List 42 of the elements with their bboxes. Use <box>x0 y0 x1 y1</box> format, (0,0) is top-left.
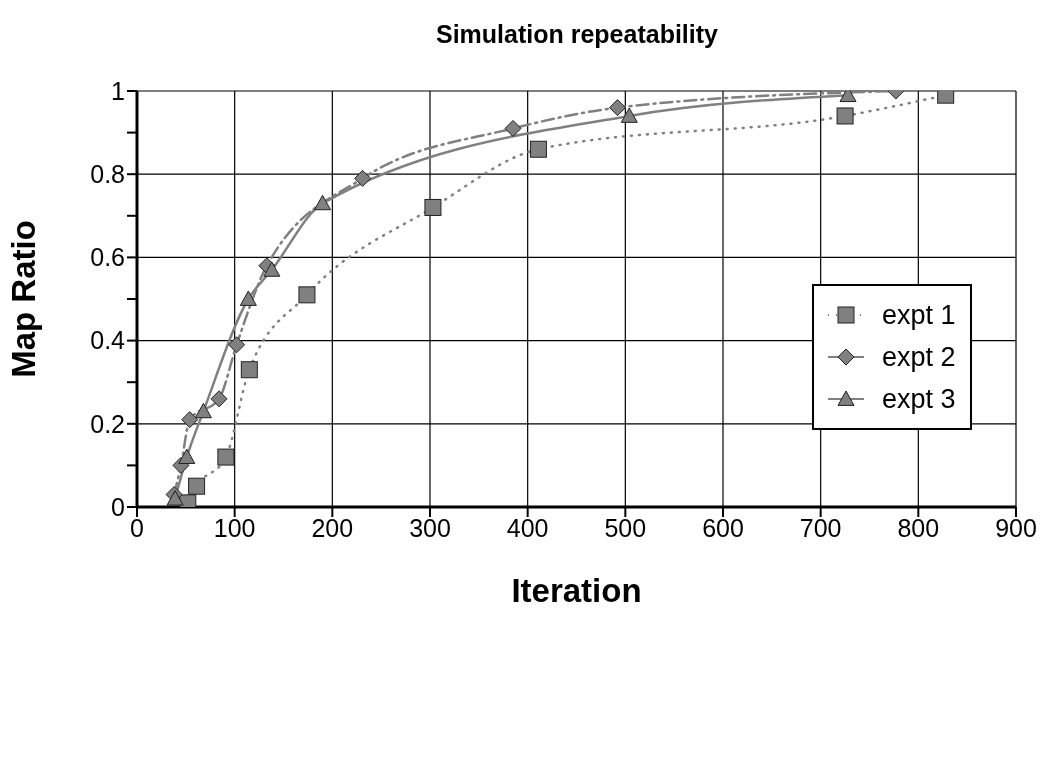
y-tick-label: 0.2 <box>90 409 125 438</box>
point <box>240 361 258 379</box>
point <box>620 107 638 123</box>
y-tick-label: 0.8 <box>90 160 125 189</box>
x-axis-title: Iteration <box>511 572 642 609</box>
x-tick-label: 300 <box>409 513 451 542</box>
legend-label: expt 3 <box>882 383 956 415</box>
point <box>609 99 627 117</box>
point <box>529 140 547 158</box>
y-tick-label: 0.6 <box>90 243 125 272</box>
x-tick-label: 200 <box>311 513 354 542</box>
point <box>354 169 372 187</box>
y-axis-title: Map Ratio <box>4 220 42 378</box>
y-tick-label: 0.4 <box>90 326 126 355</box>
x-tick-label: 0 <box>130 513 144 542</box>
point <box>194 402 212 419</box>
point <box>263 261 281 277</box>
legend-label: expt 1 <box>882 299 956 331</box>
x-tick-label: 400 <box>506 513 549 542</box>
x-tick-label: 800 <box>897 513 940 542</box>
point <box>166 490 184 506</box>
point <box>424 198 442 216</box>
legend-label: expt 2 <box>882 341 956 373</box>
point <box>210 390 228 408</box>
chart-title: Simulation repeatability <box>435 20 719 49</box>
x-tick-label: 700 <box>799 513 842 542</box>
point <box>314 194 332 211</box>
x-tick-label: 900 <box>995 513 1037 542</box>
x-tick-label: 600 <box>702 513 744 542</box>
y-tick-label: 0 <box>111 492 125 521</box>
point <box>217 448 235 466</box>
point <box>178 448 196 464</box>
point <box>836 107 854 125</box>
point <box>181 411 199 429</box>
point <box>228 336 246 354</box>
point <box>298 286 316 304</box>
y-tick-label: 1 <box>111 76 125 105</box>
point <box>504 119 522 137</box>
x-tick-label: 100 <box>213 513 256 542</box>
point <box>239 290 257 306</box>
x-tick-label: 500 <box>604 513 647 542</box>
point <box>188 477 206 495</box>
